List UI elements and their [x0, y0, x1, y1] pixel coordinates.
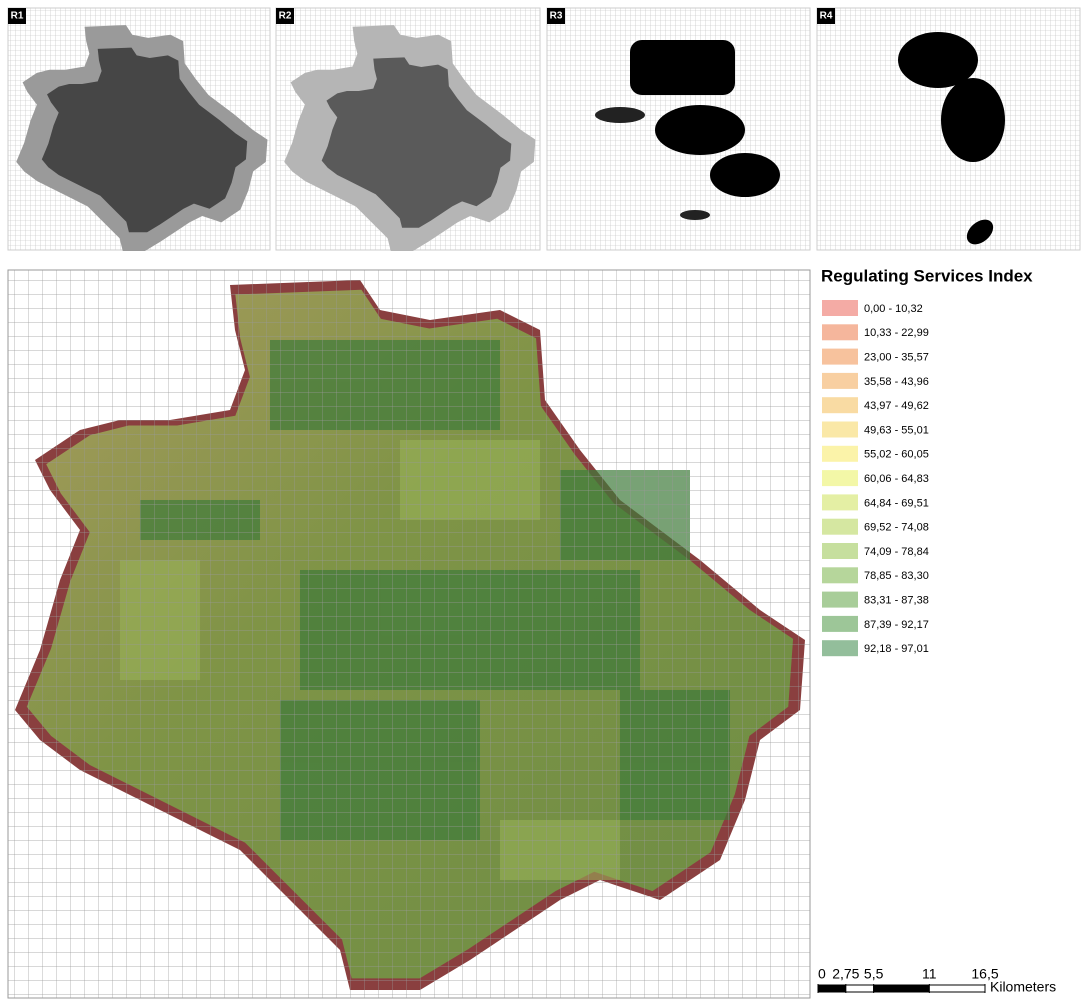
- legend-swatch: [822, 470, 858, 486]
- main-map: [8, 270, 810, 998]
- panel-label: R2: [279, 11, 292, 22]
- panel-label: R4: [820, 11, 833, 22]
- legend: 0,00 - 10,32 10,33 - 22,99 23,00 - 35,57 35…: [822, 300, 929, 656]
- legend-swatch: [822, 519, 858, 535]
- legend-swatch: [822, 422, 858, 438]
- panel-label: R3: [550, 11, 563, 22]
- legend-swatch: [822, 373, 858, 389]
- page: R1 R2 R3 R4: [0, 0, 1082, 1001]
- legend-swatch: [822, 446, 858, 462]
- legend-label: 43,97 - 49,62: [864, 400, 929, 412]
- panel-r3: R3: [547, 8, 810, 250]
- legend-label: 49,63 - 55,01: [864, 424, 929, 436]
- scale-label: 5,5: [864, 966, 884, 982]
- legend-label: 69,52 - 74,08: [864, 522, 929, 534]
- scale-label: 0: [818, 966, 826, 982]
- legend-label: 92,18 - 97,01: [864, 643, 929, 655]
- legend-swatch: [822, 349, 858, 365]
- legend-swatch: [822, 592, 858, 608]
- legend-swatch: [822, 397, 858, 413]
- legend-label: 23,00 - 35,57: [864, 352, 929, 364]
- scale-segment: [874, 985, 930, 992]
- legend-label: 10,33 - 22,99: [864, 327, 929, 339]
- legend-label: 60,06 - 64,83: [864, 473, 929, 485]
- legend-swatch: [822, 324, 858, 340]
- scale-segment: [818, 985, 846, 992]
- legend-label: 87,39 - 92,17: [864, 619, 929, 631]
- legend-swatch: [822, 567, 858, 583]
- legend-label: 83,31 - 87,38: [864, 595, 929, 607]
- legend-swatch: [822, 616, 858, 632]
- panel-r2: R2: [276, 8, 540, 251]
- legend-label: 74,09 - 78,84: [864, 546, 929, 558]
- legend-swatch: [822, 640, 858, 656]
- legend-label: 55,02 - 60,05: [864, 449, 929, 461]
- legend-swatch: [822, 543, 858, 559]
- scale-unit: Kilometers: [990, 979, 1056, 995]
- scale-segment: [846, 985, 874, 992]
- legend-title: Regulating Services Index: [821, 266, 1033, 285]
- legend-label: 78,85 - 83,30: [864, 570, 929, 582]
- legend-swatch: [822, 300, 858, 316]
- legend-label: 64,84 - 69,51: [864, 497, 929, 509]
- legend-label: 35,58 - 43,96: [864, 376, 929, 388]
- scale-segment: [929, 985, 985, 992]
- panel-r1: R1: [8, 8, 270, 251]
- panel-r4: R4: [817, 8, 1080, 250]
- scale-label: 11: [922, 966, 937, 982]
- scale-label: 2,75: [832, 966, 859, 982]
- panel-label: R1: [11, 11, 24, 22]
- legend-label: 0,00 - 10,32: [864, 303, 923, 315]
- legend-swatch: [822, 494, 858, 510]
